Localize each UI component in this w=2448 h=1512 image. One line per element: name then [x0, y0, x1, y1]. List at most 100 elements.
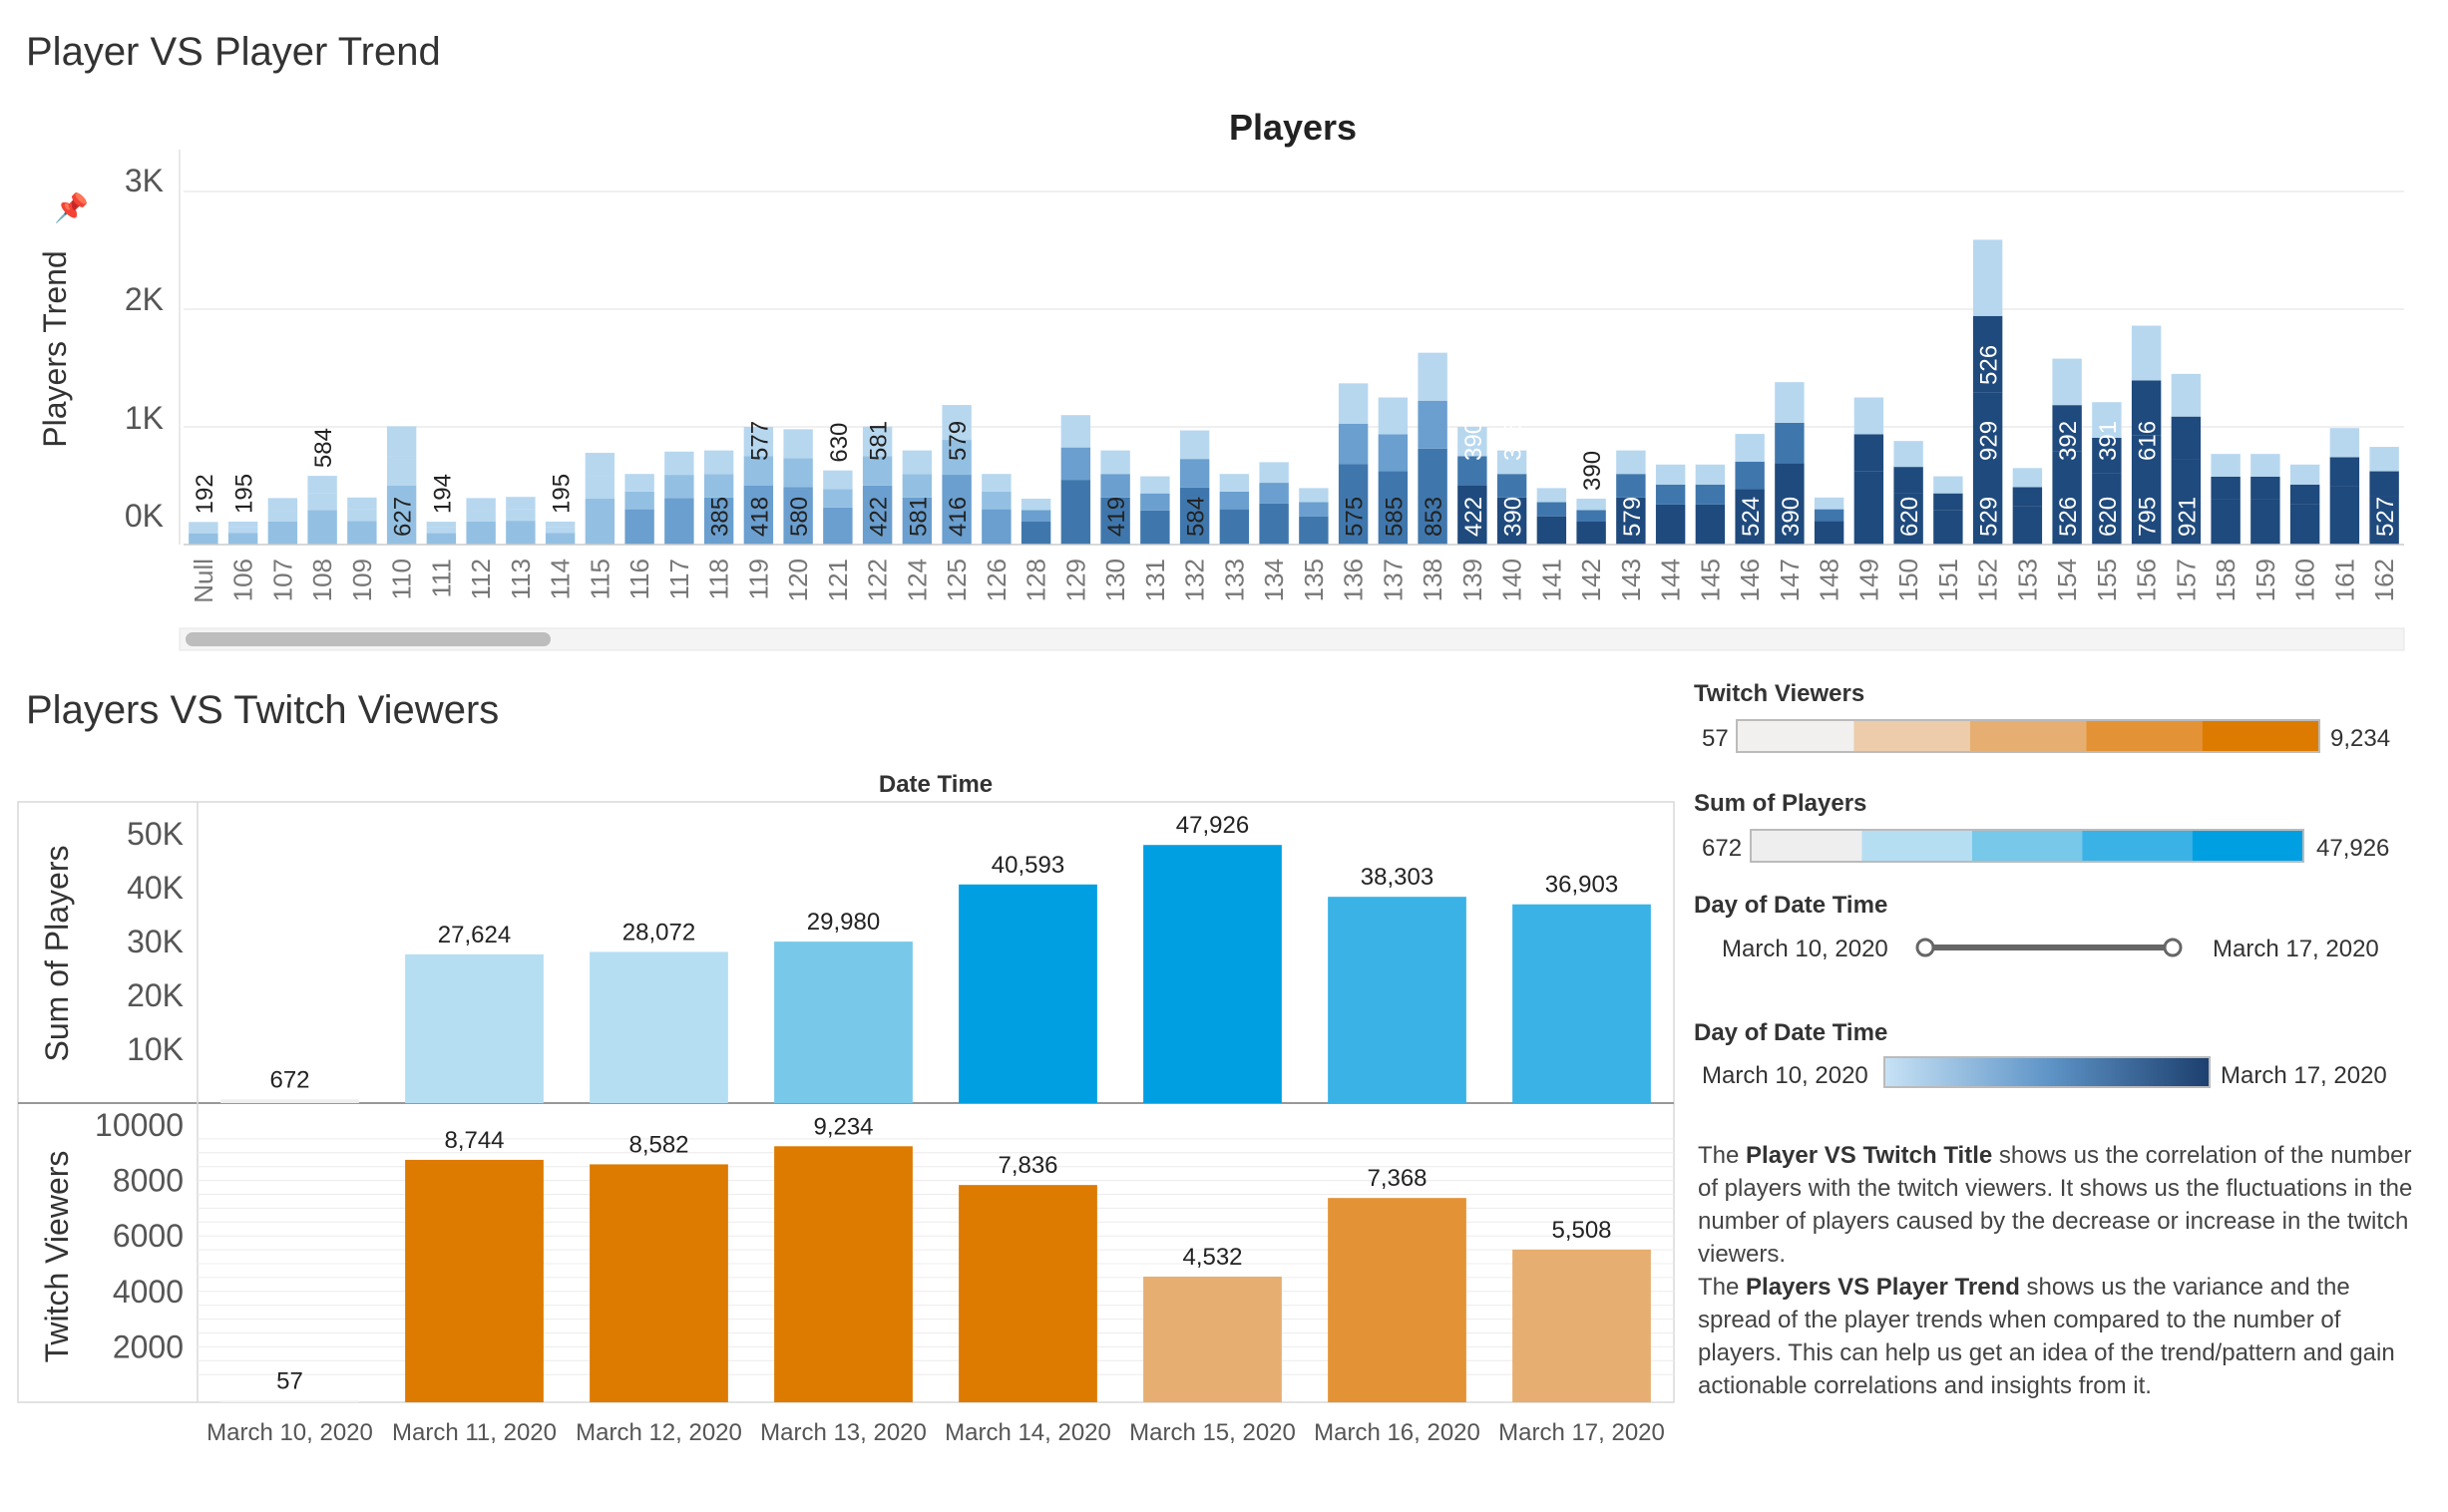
bar-value-label: 585 [1381, 497, 1408, 537]
x-tick-label: 159 [2250, 559, 2280, 601]
bar-segment [1457, 456, 1487, 486]
x-tick-label: 108 [307, 559, 337, 601]
bar-segment [1972, 392, 2003, 545]
twitch-legend-title: Twitch Viewers [1694, 680, 1865, 707]
twitch-bar [774, 1146, 913, 1402]
bar-value-label: 390 [1778, 497, 1805, 537]
twitch-bar [1512, 1249, 1651, 1402]
bar-segment [1179, 487, 1210, 545]
sum-bar [1328, 897, 1466, 1103]
bar-value-label: 385 [1500, 421, 1527, 461]
twitch-bar [220, 1400, 359, 1402]
bar-value-label: 385 [707, 497, 734, 537]
bar-segment [2329, 486, 2360, 545]
x-tick-label: March 12, 2020 [576, 1419, 742, 1446]
pin-icon: 📌 [54, 190, 89, 224]
bar-segment [189, 533, 218, 545]
bar-segment [1655, 464, 1686, 485]
bar-segment [1060, 447, 1091, 481]
bar-segment [2211, 499, 2241, 545]
bar-value-label: 527 [2372, 497, 2399, 537]
sum-value-label: 40,593 [992, 852, 1064, 879]
bar-value-label: 627 [390, 497, 417, 537]
description-2-pre: The [1698, 1274, 1747, 1301]
slider-handle-end[interactable] [2163, 938, 2183, 957]
x-tick-label: 146 [1735, 559, 1765, 601]
bar-segment [2250, 476, 2280, 500]
slider-max-label: March 17, 2020 [2213, 936, 2379, 962]
bar-segment [1853, 397, 1884, 435]
ramp-step [1752, 831, 1862, 861]
bar-segment [1695, 484, 1726, 505]
sum-value-label: 36,903 [1545, 872, 1618, 899]
date-range-slider[interactable] [1915, 934, 2185, 961]
bar-segment [1933, 493, 1963, 511]
description-2-bold: Players VS Player Trend [1746, 1274, 2020, 1301]
scrollbar-thumb[interactable] [186, 632, 551, 646]
bar-segment [506, 509, 536, 522]
bar-segment [2289, 464, 2320, 485]
x-tick-label: 154 [2052, 559, 2082, 601]
bar-value-label: 616 [2135, 421, 2162, 461]
twitch-y-tick: 8000 [113, 1163, 184, 1199]
bar-segment [1814, 509, 1844, 522]
x-tick-label: 117 [664, 559, 694, 599]
bar-value-label: 620 [1896, 497, 1923, 537]
slider-min-label: March 10, 2020 [1722, 936, 1888, 962]
ramp-border [1736, 719, 2320, 753]
ramp-step [1738, 721, 1854, 751]
bar-segment [1893, 493, 1923, 545]
twitch-value-label: 4,532 [1182, 1244, 1242, 1271]
bar-segment [347, 497, 377, 510]
bar-value-label: 419 [1103, 497, 1130, 537]
bar-segment [1496, 474, 1527, 498]
x-tick-label: 112 [466, 559, 496, 599]
players-trend-chart: Players Players Trend 📌 0K 1K 2K 3K Null 192 106 1… [37, 107, 2405, 651]
bar-value-label: 195 [231, 474, 258, 514]
bar-segment [506, 521, 536, 545]
sum-legend-title: Sum of Players [1694, 790, 1867, 817]
bar-value-label: 529 [1976, 497, 2003, 537]
sum-bar [774, 942, 913, 1103]
bar-segment [1735, 489, 1765, 545]
twitch-bar [405, 1159, 544, 1402]
bar-segment [1775, 463, 1805, 545]
bar-segment [823, 507, 853, 545]
twitch-color-ramp [1736, 719, 2320, 753]
bar-segment [2092, 437, 2122, 474]
sum-value-label: 672 [269, 1066, 309, 1093]
bar-value-label: 579 [945, 421, 972, 461]
bar-segment [1140, 476, 1170, 494]
y-axis-label: Players Trend [37, 250, 73, 447]
description-1-post: shows us the correlation of the number o… [1698, 1142, 2413, 1268]
bar-segment [743, 486, 774, 545]
sum-value-label: 47,926 [1176, 812, 1249, 839]
x-tick-label: 122 [863, 559, 893, 601]
bar-segment [2131, 325, 2162, 381]
x-tick-label: March 10, 2020 [206, 1419, 373, 1446]
bar-segment [189, 528, 218, 534]
x-tick-label: 121 [823, 559, 853, 601]
x-tick-label: 145 [1695, 559, 1725, 601]
bar-segment [1179, 459, 1210, 488]
x-tick-label: 139 [1457, 559, 1487, 601]
date-gradient-min: March 10, 2020 [1702, 1062, 1868, 1089]
bar-segment [942, 475, 972, 545]
x-tick-label: 119 [743, 559, 773, 599]
bar-segment [2171, 373, 2202, 417]
bar-segment [1775, 422, 1805, 464]
sum-y-tick: 50K [127, 816, 184, 852]
x-tick-label: 140 [1497, 559, 1527, 601]
slider-handle-start[interactable] [1915, 938, 1935, 957]
bar-segment [386, 426, 417, 457]
x-tick-label: 160 [2290, 559, 2320, 601]
description-1-bold: Player VS Twitch Title [1746, 1142, 1993, 1169]
sum-value-label: 38,303 [1361, 864, 1433, 891]
bar-segment [307, 510, 337, 545]
bar-segment [347, 521, 377, 545]
bar-segment [1378, 434, 1409, 472]
bar-segment [426, 527, 457, 534]
description-1-pre: The [1698, 1142, 1747, 1169]
bar-segment [1655, 504, 1686, 545]
bar-value-label: 579 [1619, 497, 1646, 537]
